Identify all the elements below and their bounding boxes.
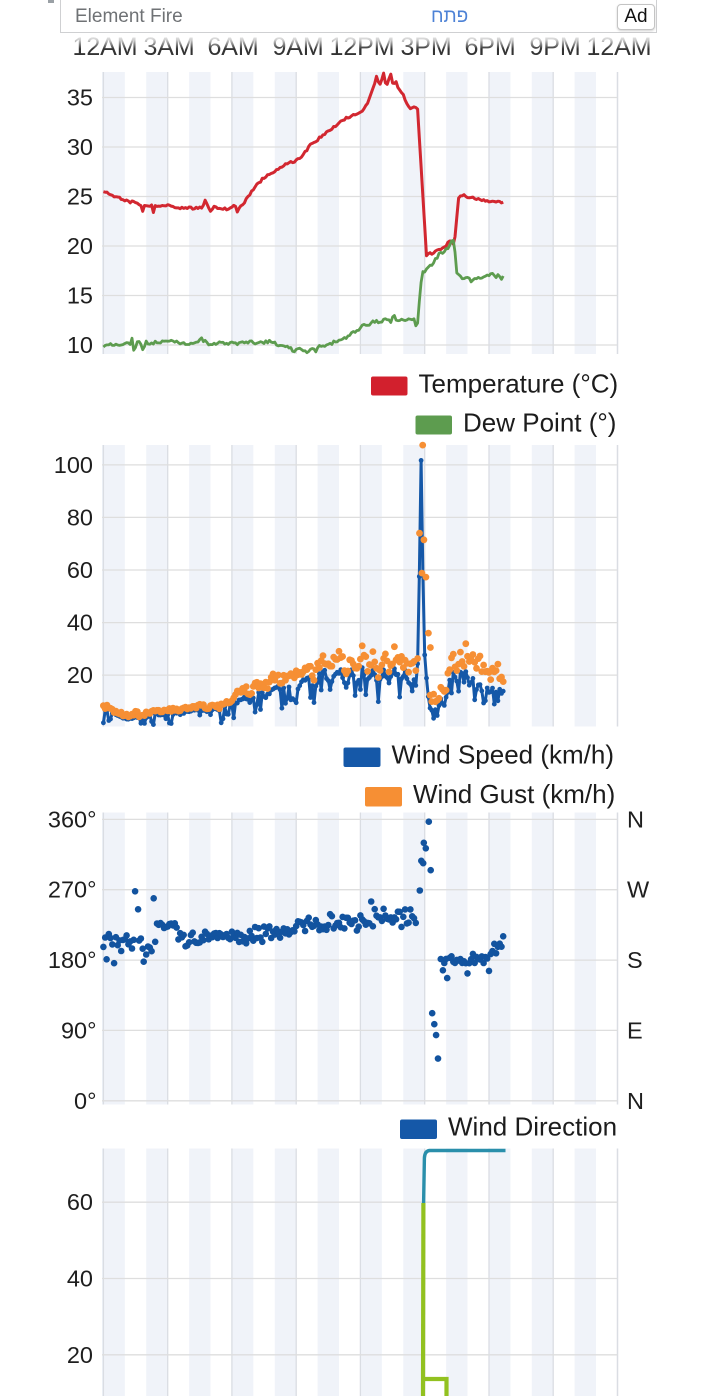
svg-text:40: 40 [67, 1266, 93, 1292]
svg-text:W: W [627, 877, 650, 903]
svg-text:S: S [627, 947, 643, 973]
svg-text:N: N [627, 1088, 644, 1114]
svg-text:Wind Speed (km/h): Wind Speed (km/h) [392, 740, 615, 770]
svg-text:E: E [627, 1017, 643, 1043]
svg-text:Wind Gust (km/h): Wind Gust (km/h) [413, 779, 615, 809]
svg-text:60: 60 [67, 1189, 93, 1215]
svg-text:N: N [627, 806, 644, 832]
svg-text:0°: 0° [74, 1088, 96, 1114]
svg-text:20: 20 [67, 662, 93, 688]
svg-text:35: 35 [67, 85, 93, 111]
svg-text:Temperature (°C): Temperature (°C) [419, 369, 619, 399]
svg-text:360°: 360° [48, 806, 97, 832]
svg-text:25: 25 [67, 184, 93, 210]
svg-text:270°: 270° [48, 877, 97, 903]
svg-text:100: 100 [54, 452, 93, 478]
svg-text:20: 20 [67, 1342, 93, 1368]
svg-text:10: 10 [67, 332, 93, 358]
svg-text:15: 15 [67, 283, 93, 309]
svg-text:90°: 90° [61, 1017, 97, 1043]
svg-text:40: 40 [67, 610, 93, 636]
svg-text:80: 80 [67, 504, 93, 530]
svg-text:Dew Point (°): Dew Point (°) [463, 408, 616, 438]
svg-text:20: 20 [67, 233, 93, 259]
svg-text:180°: 180° [48, 947, 97, 973]
svg-text:Wind Direction: Wind Direction [448, 1112, 617, 1142]
svg-text:30: 30 [67, 134, 93, 160]
svg-text:60: 60 [67, 557, 93, 583]
